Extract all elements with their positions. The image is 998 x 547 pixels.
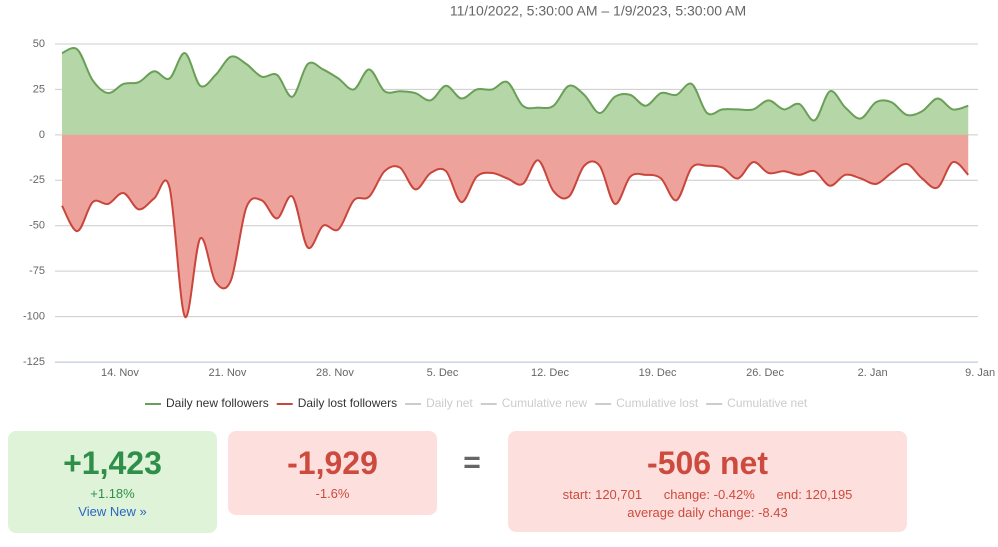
chart: 11/10/2022, 5:30:00 AM – 1/9/2023, 5:30:… — [23, 3, 995, 410]
x-tick-label: 26. Dec — [746, 367, 784, 379]
legend-label[interactable]: Daily new followers — [166, 396, 269, 410]
y-tick-label: -100 — [23, 310, 45, 322]
line — [61, 159, 969, 318]
legend-label[interactable]: Daily net — [426, 396, 473, 410]
x-tick-label: 28. Nov — [316, 367, 354, 379]
x-tick-label: 21. Nov — [208, 367, 246, 379]
view-new-link[interactable]: View New » — [78, 504, 147, 519]
x-tick-label: 12. Dec — [531, 367, 569, 379]
lost-value: -1,929 — [287, 445, 378, 481]
y-tick-label: 50 — [33, 38, 45, 50]
new-change: +1.18% — [90, 486, 135, 501]
new-value: +1,423 — [63, 445, 162, 481]
net-value: -506 net — [647, 445, 768, 481]
y-tick-label: -75 — [29, 265, 45, 277]
y-tick-label: 0 — [39, 129, 45, 141]
x-tick-label: 14. Nov — [101, 367, 139, 379]
legend-label[interactable]: Cumulative lost — [616, 396, 699, 410]
x-tick-label: 2. Jan — [858, 367, 888, 379]
x-tick-label: 19. Dec — [639, 367, 677, 379]
net-change: change: -0.42% — [663, 487, 755, 502]
area — [62, 134, 969, 318]
net-start: start: 120,701 — [562, 487, 643, 502]
lost-change: -1.6% — [315, 486, 350, 501]
x-tick-label: 9. Jan — [965, 367, 995, 379]
x-tick-label: 5. Dec — [427, 367, 459, 379]
equals-sign: = — [463, 446, 481, 479]
line — [61, 47, 969, 122]
new-card: +1,423 +1.18% View New » — [8, 431, 217, 533]
area — [62, 48, 969, 135]
chart-title: 11/10/2022, 5:30:00 AM – 1/9/2023, 5:30:… — [450, 3, 746, 19]
legend-label[interactable]: Cumulative new — [502, 396, 588, 410]
net-card: -506 net start: 120,701 change: -0.42% e… — [508, 431, 907, 532]
net-details: start: 120,701 change: -0.42% end: 120,1… — [508, 487, 907, 502]
net-end: end: 120,195 — [776, 487, 853, 502]
net-average: average daily change: -8.43 — [627, 505, 788, 520]
legend-label[interactable]: Daily lost followers — [298, 396, 397, 410]
y-tick-label: -125 — [23, 356, 45, 368]
y-tick-label: -50 — [29, 220, 45, 232]
y-tick-label: 25 — [33, 83, 45, 95]
lost-card: -1,929 -1.6% — [228, 431, 437, 515]
legend-label[interactable]: Cumulative net — [727, 396, 808, 410]
y-tick-label: -25 — [29, 174, 45, 186]
